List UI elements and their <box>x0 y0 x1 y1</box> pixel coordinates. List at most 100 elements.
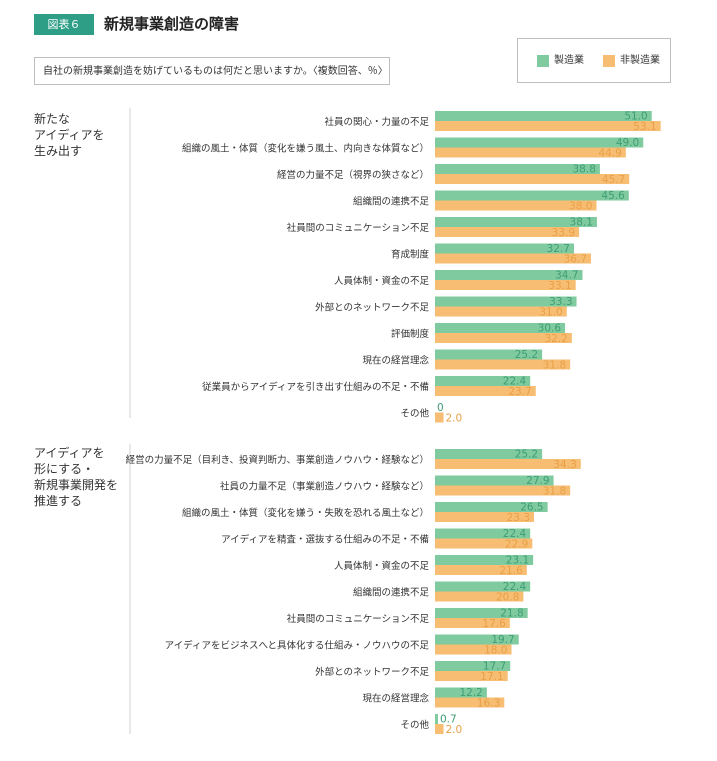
bar-non-manufacturing <box>435 359 571 370</box>
category-label: 組織の風土・体質（変化を嫌う風土、内向きな体質など） <box>182 143 429 155</box>
value-label-manufacturing: 45.6 <box>601 190 625 202</box>
value-label-non-manufacturing: 16.3 <box>477 698 500 710</box>
bar-non-manufacturing <box>435 174 630 184</box>
bar-manufacturing <box>435 137 644 148</box>
bar-non-manufacturing <box>435 200 597 211</box>
legend-label-manufacturing: 製造業 <box>554 55 584 66</box>
group-label-line: 推進する <box>34 494 82 508</box>
value-label-manufacturing: 25.2 <box>515 449 538 461</box>
category-label: 人員体制・資金の不足 <box>334 275 430 287</box>
bar-non-manufacturing <box>435 459 581 469</box>
value-label-manufacturing: 21.8 <box>500 608 523 620</box>
value-label-manufacturing: 30.6 <box>538 323 562 335</box>
value-label-non-manufacturing: 44.9 <box>598 148 621 160</box>
category-label: 社員間のコミュニケーション不足 <box>287 613 430 625</box>
value-label-non-manufacturing: 23.7 <box>508 386 531 398</box>
legend-swatch-manufacturing <box>537 55 549 67</box>
value-label-non-manufacturing: 32.2 <box>544 333 567 345</box>
value-label-manufacturing: 27.9 <box>526 475 549 487</box>
value-label-non-manufacturing: 2.0 <box>446 724 463 736</box>
value-label-non-manufacturing: 18.0 <box>484 645 507 657</box>
value-label-non-manufacturing: 31.8 <box>543 360 566 372</box>
bar-manufacturing <box>435 349 543 360</box>
legend-item-non-manufacturing: 非製造業 <box>603 55 660 67</box>
bar-manufacturing <box>435 661 511 671</box>
category-label: アイディアを精査・選抜する仕組みの不足・不備 <box>221 534 429 546</box>
bar-non-manufacturing <box>435 565 527 575</box>
value-label-non-manufacturing: 20.8 <box>496 592 519 604</box>
bar-non-manufacturing <box>435 333 572 343</box>
bar-non-manufacturing <box>435 306 567 317</box>
value-label-non-manufacturing: 23.3 <box>507 512 530 524</box>
bar-non-manufacturing <box>435 697 505 708</box>
group-label-line: 新たな <box>34 111 70 126</box>
legend-swatch-non-manufacturing <box>603 55 615 67</box>
category-label: 経営の力量不足（目利き、投資判断力、事業創造ノウハウ・経験など） <box>126 454 429 466</box>
value-label-manufacturing: 12.2 <box>459 687 482 699</box>
value-label-non-manufacturing: 17.1 <box>480 671 503 683</box>
bar-manufacturing <box>435 217 597 227</box>
value-label-manufacturing: 38.8 <box>573 164 596 176</box>
value-label-manufacturing: 33.3 <box>549 296 572 308</box>
group-label-line: 生み出す <box>34 144 82 158</box>
bar-non-manufacturing <box>435 280 576 290</box>
bar-manufacturing <box>435 111 652 121</box>
value-label-non-manufacturing: 33.9 <box>552 227 575 239</box>
bar-non-manufacturing <box>435 538 533 549</box>
bar-manufacturing <box>435 376 531 386</box>
category-label: 組織の風土・体質（変化を嫌う・失敗を恐れる風土など） <box>182 507 429 519</box>
bar-manufacturing <box>435 449 543 459</box>
value-label-manufacturing: 22.4 <box>503 581 527 593</box>
value-label-manufacturing: 25.2 <box>515 349 538 361</box>
bar-manufacturing <box>435 475 554 486</box>
category-label: 人員体制・資金の不足 <box>334 560 430 572</box>
group-label-line: アイディアを <box>34 445 105 460</box>
value-label-non-manufacturing: 36.7 <box>564 254 587 266</box>
bar-non-manufacturing <box>435 591 524 602</box>
group-label-line: 形にする・ <box>34 462 94 476</box>
category-label: 従業員からアイディアを引き出す仕組みの不足・不備 <box>202 381 429 393</box>
category-label: 社員の力量不足（事業創造ノウハウ・経験など） <box>220 481 429 493</box>
category-label: 経営の力量不足（視界の狭さなど） <box>277 169 429 181</box>
category-label: 外部とのネットワーク不足 <box>315 302 429 314</box>
bar-non-manufacturing <box>435 147 626 158</box>
chart-legend: 製造業 非製造業 <box>517 38 671 83</box>
bar-non-manufacturing <box>435 512 535 522</box>
bar-non-manufacturing <box>435 724 444 734</box>
category-label: 社員の関心・力量の不足 <box>324 116 429 128</box>
value-label-manufacturing: 0.7 <box>440 714 457 726</box>
category-label: アイディアをビジネスへと具体化する仕組み・ノウハウの不足 <box>165 640 430 652</box>
figure-title: 新規事業創造の障害 <box>104 15 240 33</box>
category-label: 外部とのネットワーク不足 <box>315 666 429 678</box>
bar-manufacturing <box>435 270 583 280</box>
category-label: 育成制度 <box>391 249 430 261</box>
figure-badge: 図表６ <box>34 14 94 35</box>
value-label-non-manufacturing: 45.7 <box>602 174 625 186</box>
value-label-manufacturing: 0 <box>437 402 444 414</box>
value-label-non-manufacturing: 21.6 <box>499 565 523 577</box>
bar-manufacturing <box>435 634 519 645</box>
survey-question: 自社の新規事業創造を妨げているものは何だと思いますか。〈複数回答、％〉 <box>34 57 390 85</box>
legend-item-manufacturing: 製造業 <box>537 55 584 67</box>
value-label-manufacturing: 22.4 <box>503 528 527 540</box>
category-label: 組織間の連携不足 <box>353 196 430 208</box>
group-label-line: 新規事業開発を <box>34 477 118 492</box>
value-label-manufacturing: 23.1 <box>506 555 529 567</box>
value-label-non-manufacturing: 53.1 <box>633 121 656 133</box>
bar-manufacturing <box>435 555 534 565</box>
bar-non-manufacturing <box>435 121 661 131</box>
value-label-manufacturing: 26.5 <box>520 502 543 514</box>
bar-non-manufacturing <box>435 644 512 655</box>
value-label-non-manufacturing: 17.6 <box>482 618 506 630</box>
value-label-manufacturing: 49.0 <box>616 137 639 149</box>
bar-non-manufacturing <box>435 618 510 628</box>
value-label-manufacturing: 38.1 <box>570 217 593 229</box>
value-label-manufacturing: 51.0 <box>624 111 647 123</box>
legend-label-non-manufacturing: 非製造業 <box>620 55 660 66</box>
value-label-non-manufacturing: 31.0 <box>539 307 562 319</box>
bar-non-manufacturing <box>435 671 508 681</box>
bar-manufacturing <box>435 687 487 698</box>
bar-manufacturing <box>435 323 566 333</box>
bar-manufacturing <box>435 164 600 174</box>
